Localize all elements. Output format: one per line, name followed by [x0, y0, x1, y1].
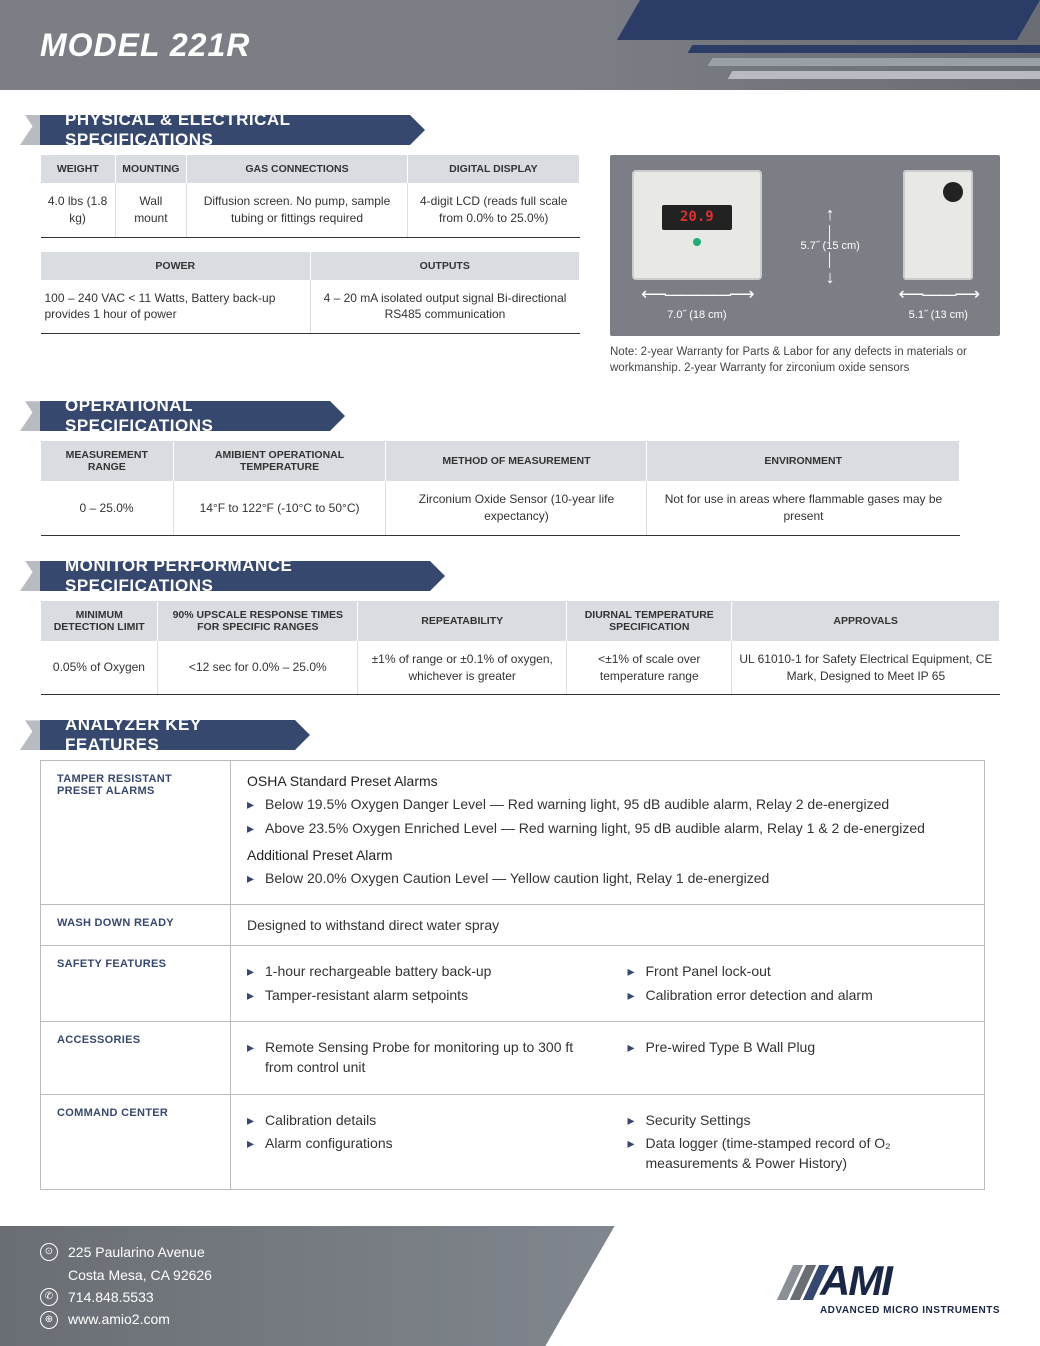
page-title: MODEL 221R [40, 27, 250, 64]
cell: <±1% of scale over temperature range [567, 641, 732, 695]
section-heading: OPERATIONAL SPECIFICATIONS [65, 396, 290, 436]
feature-content: Remote Sensing Probe for monitoring up t… [231, 1022, 985, 1094]
feature-content: Calibration details Alarm configurations… [231, 1094, 985, 1190]
cell: Diffusion screen. No pump, sample tubing… [187, 183, 408, 237]
cell: 0 – 25.0% [41, 481, 174, 535]
feature-item: Data logger (time-stamped record of O₂ m… [628, 1134, 969, 1173]
cell: ±1% of range or ±0.1% of oxygen, whichev… [358, 641, 567, 695]
address-line: 225 Paularino Avenue [68, 1241, 205, 1263]
cell: Not for use in areas where flammable gas… [647, 481, 960, 535]
product-dimensions-panel: 20.9 ⟵————⟶ 7.0˝ (18 cm) ↑ │ 5.7˝ (15 cm… [610, 155, 1000, 336]
feature-item: Pre-wired Type B Wall Plug [628, 1038, 969, 1058]
feature-item: Calibration error detection and alarm [628, 986, 969, 1006]
arrow-icon: ↓ [826, 267, 835, 288]
feature-item: Remote Sensing Probe for monitoring up t… [247, 1038, 588, 1077]
feature-intro: Additional Preset Alarm [247, 847, 968, 863]
col-header: AMIBIENT OPERATIONAL TEMPERATURE [173, 441, 386, 481]
operational-table: MEASUREMENT RANGE AMIBIENT OPERATIONAL T… [40, 441, 960, 536]
cell: 0.05% of Oxygen [41, 641, 158, 695]
header-band: MODEL 221R [0, 0, 1040, 90]
col-header: GAS CONNECTIONS [187, 155, 408, 183]
warranty-note: Note: 2-year Warranty for Parts & Labor … [0, 344, 1040, 376]
cell: 4 – 20 mA isolated output signal Bi-dire… [310, 280, 580, 334]
col-header: OUTPUTS [310, 252, 580, 280]
cell: 4.0 lbs (1.8 kg) [41, 183, 116, 237]
feature-label: SAFETY FEATURES [41, 946, 231, 1022]
cell: Zirconium Oxide Sensor (10-year life exp… [386, 481, 647, 535]
feature-item: Security Settings [628, 1111, 969, 1131]
section-title-physical: PHYSICAL & ELECTRICAL SPECIFICATIONS [40, 115, 1040, 145]
feature-label: WASH DOWN READY [41, 905, 231, 946]
feature-item: Above 23.5% Oxygen Enriched Level — Red … [247, 819, 968, 839]
col-header: DIURNAL TEMPERATURE SPECIFICATION [567, 601, 732, 641]
feature-content: Designed to withstand direct water spray [231, 905, 985, 946]
footer: ⊙ 225 Paularino Avenue Costa Mesa, CA 926… [0, 1226, 1040, 1346]
feature-content: OSHA Standard Preset Alarms Below 19.5% … [231, 761, 985, 905]
device-side-icon [903, 170, 973, 280]
col-header: MOUNTING [115, 155, 186, 183]
feature-label: ACCESSORIES [41, 1022, 231, 1094]
header-accent [728, 71, 1040, 79]
col-header: WEIGHT [41, 155, 116, 183]
cell: UL 61010-1 for Safety Electrical Equipme… [732, 641, 1000, 695]
feature-item: 1-hour rechargeable battery back-up [247, 962, 588, 982]
feature-item: Tamper-resistant alarm setpoints [247, 986, 588, 1006]
logo: AMI ADVANCED MICRO INSTRUMENTS [820, 1257, 1000, 1316]
feature-label: COMMAND CENTER [41, 1094, 231, 1190]
col-header: ENVIRONMENT [647, 441, 960, 481]
feature-content: 1-hour rechargeable battery back-up Tamp… [231, 946, 985, 1022]
header-accent [617, 0, 1040, 40]
feature-item: Alarm configurations [247, 1134, 588, 1154]
feature-item: Below 20.0% Oxygen Caution Level — Yello… [247, 869, 968, 889]
features-table: TAMPER RESISTANT PRESET ALARMS OSHA Stan… [40, 760, 985, 1190]
col-header: MINIMUM DETECTION LIMIT [41, 601, 158, 641]
feature-label: TAMPER RESISTANT PRESET ALARMS [41, 761, 231, 905]
cell: Wall mount [115, 183, 186, 237]
section-heading: MONITOR PERFORMANCE SPECIFICATIONS [65, 556, 390, 596]
col-header: 90% UPSCALE RESPONSE TIMES FOR SPECIFIC … [158, 601, 358, 641]
monitor-table: MINIMUM DETECTION LIMIT 90% UPSCALE RESP… [40, 601, 1000, 696]
feature-intro: OSHA Standard Preset Alarms [247, 773, 968, 789]
arrow-icon: ↑ [826, 204, 835, 225]
dimension-height: 5.7˝ (15 cm) [801, 240, 860, 252]
header-accent [708, 58, 1040, 66]
col-header: DIGITAL DISPLAY [407, 155, 579, 183]
section-heading: PHYSICAL & ELECTRICAL SPECIFICATIONS [65, 110, 370, 150]
website: www.amio2.com [68, 1308, 170, 1330]
phone-icon: ✆ [40, 1288, 58, 1306]
col-header: MEASUREMENT RANGE [41, 441, 174, 481]
device-display: 20.9 [662, 205, 732, 230]
contact-block: ⊙ 225 Paularino Avenue Costa Mesa, CA 926… [40, 1241, 212, 1331]
col-header: POWER [41, 252, 311, 280]
col-header: METHOD OF MEASUREMENT [386, 441, 647, 481]
dimension-depth: 5.1˝ (13 cm) [909, 309, 968, 321]
logo-text: AMI [820, 1257, 891, 1304]
col-header: APPROVALS [732, 601, 1000, 641]
cell: <12 sec for 0.0% – 25.0% [158, 641, 358, 695]
header-accent [688, 45, 1040, 53]
section-title-monitor: MONITOR PERFORMANCE SPECIFICATIONS [40, 561, 1040, 591]
section-title-features: ANALYZER KEY FEATURES [40, 720, 1040, 750]
logo-subtitle: ADVANCED MICRO INSTRUMENTS [820, 1305, 1000, 1316]
arrow-icon: ⟵——⟶ [899, 284, 979, 305]
globe-icon: ⊕ [40, 1311, 58, 1329]
feature-item: Below 19.5% Oxygen Danger Level — Red wa… [247, 795, 968, 815]
section-heading: ANALYZER KEY FEATURES [65, 715, 255, 755]
cell: 14°F to 122°F (-10°C to 50°C) [173, 481, 386, 535]
physical-table-1: WEIGHT MOUNTING GAS CONNECTIONS DIGITAL … [40, 155, 580, 238]
pin-icon: ⊙ [40, 1243, 58, 1261]
cell: 100 – 240 VAC < 11 Watts, Battery back-u… [41, 280, 311, 334]
address-line: Costa Mesa, CA 92626 [68, 1264, 212, 1286]
col-header: REPEATABILITY [358, 601, 567, 641]
arrow-icon: ⟵————⟶ [641, 284, 753, 305]
feature-item: Front Panel lock-out [628, 962, 969, 982]
feature-item: Calibration details [247, 1111, 588, 1131]
section-title-operational: OPERATIONAL SPECIFICATIONS [40, 401, 1040, 431]
cell: 4-digit LCD (reads full scale from 0.0% … [407, 183, 579, 237]
physical-table-2: POWER OUTPUTS 100 – 240 VAC < 11 Watts, … [40, 252, 580, 335]
phone: 714.848.5533 [68, 1286, 154, 1308]
dimension-width: 7.0˝ (18 cm) [667, 309, 726, 321]
device-front-icon: 20.9 [632, 170, 762, 280]
